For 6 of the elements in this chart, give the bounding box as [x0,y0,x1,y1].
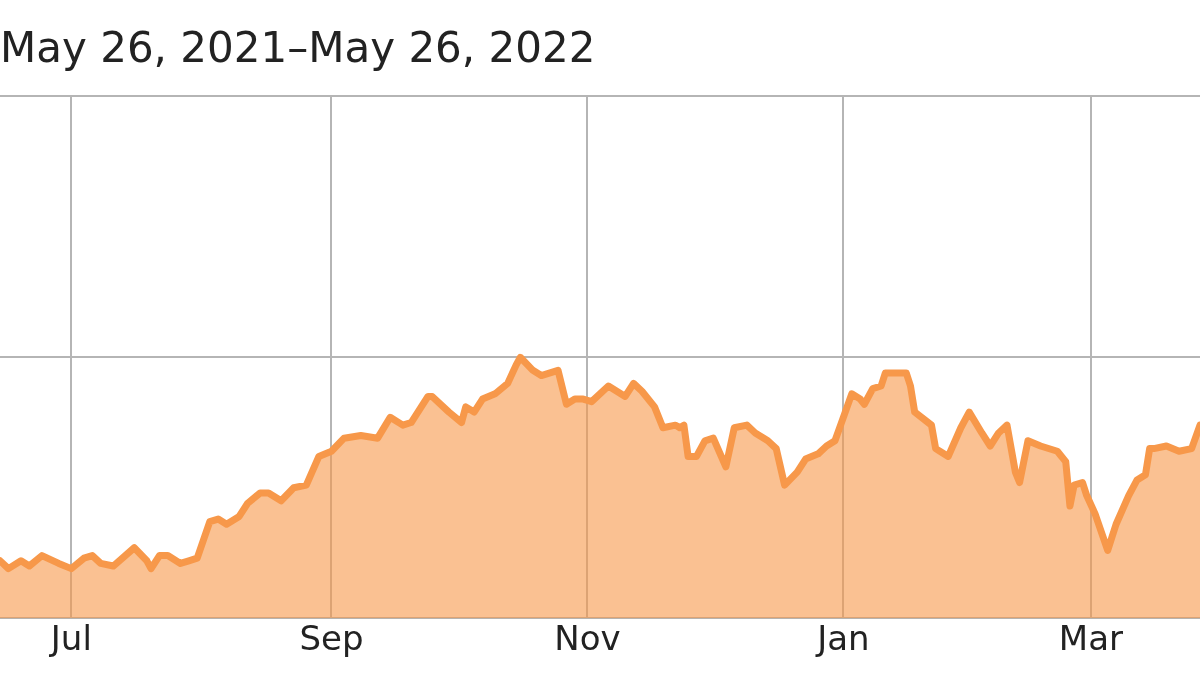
x-tick-label: Nov [554,618,621,659]
x-tick-label: Jan [815,618,870,659]
x-tick-label: Mar [1058,618,1123,659]
x-tick-label: Sep [299,618,364,659]
chart-title: May 26, 2021–May 26, 2022 [0,23,596,73]
x-tick-label: Jul [48,618,92,659]
